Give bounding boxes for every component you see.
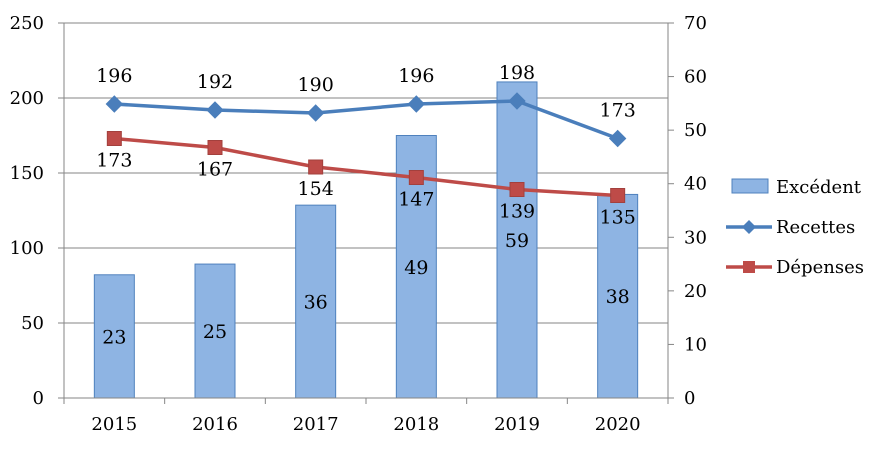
marker-depenses: [106, 131, 122, 146]
depenses-data-label: 139: [499, 201, 535, 223]
bar-data-label: 49: [404, 257, 428, 279]
recettes-data-label: 192: [197, 71, 233, 93]
right-axis-tick-label: 40: [684, 174, 707, 195]
left-axis-tick-label: 150: [10, 163, 44, 184]
left-axis-tick-label: 100: [10, 238, 44, 259]
recettes-data-label: 173: [600, 100, 636, 122]
marker-recettes: [407, 95, 426, 113]
x-axis-tick-label: 2018: [393, 414, 439, 435]
recettes-data-label: 196: [96, 65, 132, 87]
x-axis-tick-label: 2020: [595, 414, 641, 435]
bar-data-label: 59: [505, 230, 529, 252]
line-depenses: [114, 136, 618, 198]
legend-label-recettes: Recettes: [776, 217, 855, 238]
x-axis-tick-label: 2016: [192, 414, 238, 435]
right-axis-tick-label: 50: [684, 120, 707, 141]
right-axis-tick-label: 10: [684, 334, 707, 355]
line-recettes: [114, 99, 619, 141]
left-axis-tick-label: 0: [33, 388, 44, 409]
left-axis-tick-label: 50: [21, 313, 44, 334]
right-axis-tick-label: 70: [684, 13, 707, 34]
data-labels: 23 25 36 49 59 38 196 192 190 196 198 173 173 167 154 1…: [96, 62, 636, 348]
axes: 0 50 100 150 200 250 0 10 20 30 40 50 60 70 2015 2016 20…: [10, 13, 707, 435]
left-axis-tick-label: 250: [10, 13, 44, 34]
bar-data-label: 23: [102, 326, 126, 348]
legend-swatch-excedent: [731, 178, 769, 194]
bar-data-label: 36: [304, 292, 328, 314]
marker-depenses: [308, 159, 324, 175]
marker-recettes: [608, 129, 627, 148]
depenses-data-label: 173: [96, 150, 132, 172]
marker-recettes: [306, 104, 325, 122]
line-series: [105, 92, 627, 203]
depenses-data-label: 135: [600, 207, 636, 229]
legend-marker-depenses: [743, 261, 755, 273]
marker-recettes: [508, 92, 526, 110]
marker-depenses: [610, 188, 626, 203]
legend-label-excedent: Excédent: [776, 177, 862, 198]
right-axis-tick-label: 20: [684, 281, 707, 302]
legend: Excédent Recettes Dépenses: [726, 177, 864, 278]
marker-recettes: [206, 101, 224, 119]
marker-recettes: [105, 95, 124, 113]
recettes-data-label: 198: [499, 62, 535, 84]
depenses-data-label: 147: [398, 189, 434, 211]
x-axis-tick-label: 2017: [293, 414, 339, 435]
x-axis-tick-label: 2015: [91, 414, 137, 435]
bar-excedent: [93, 274, 135, 399]
legend-marker-recettes: [742, 220, 756, 234]
bar-data-label: 25: [203, 321, 227, 343]
right-axis-tick-label: 0: [684, 388, 695, 409]
bar-excedent: [496, 81, 538, 399]
bar-data-label: 38: [606, 286, 630, 308]
marker-depenses: [207, 140, 223, 155]
marker-depenses: [408, 170, 424, 185]
legend-label-depenses: Dépenses: [776, 257, 864, 278]
bar-excedent: [295, 204, 337, 399]
right-axis-tick-label: 60: [684, 67, 707, 88]
left-axis-tick-label: 200: [10, 88, 44, 109]
depenses-data-label: 167: [197, 159, 233, 181]
marker-depenses: [509, 182, 525, 197]
recettes-data-label: 196: [398, 65, 434, 87]
bar-series-excedent: [93, 81, 639, 399]
depenses-data-label: 154: [298, 178, 334, 200]
right-axis-tick-label: 30: [684, 227, 707, 248]
recettes-data-label: 190: [298, 74, 334, 96]
x-axis-tick-label: 2019: [494, 414, 540, 435]
